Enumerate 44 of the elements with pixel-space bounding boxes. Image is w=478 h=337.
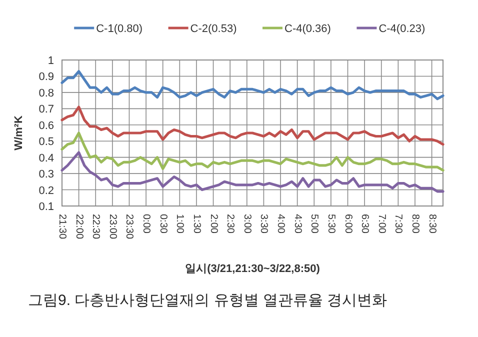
y-tick-label: 0.2 — [38, 184, 54, 197]
x-tick-label: 5:00 — [308, 214, 320, 234]
x-tick-label: 2:30 — [224, 214, 236, 234]
x-tick-label: 8:00 — [409, 214, 420, 234]
x-tick-label: 7:30 — [392, 214, 404, 234]
x-tick-label: 1:30 — [190, 214, 202, 234]
y-tick-label: 0.3 — [38, 168, 54, 181]
y-tick-label: 0.7 — [38, 104, 54, 116]
legend-label: C-4(0.23) — [378, 23, 426, 35]
x-tick-label: 7:00 — [376, 214, 387, 234]
x-tick-label: 23:30 — [124, 214, 135, 240]
x-tick-label: 4:30 — [292, 214, 303, 234]
y-tick-label: 1 — [48, 55, 54, 67]
x-tick-label: 21:30 — [56, 214, 68, 240]
line-series — [60, 70, 444, 100]
x-tick-label: 22:30 — [90, 214, 102, 240]
y-tick-label: 0.1 — [38, 201, 54, 213]
legend-label: C-2(0.53) — [190, 23, 237, 35]
x-tick-label: 22:00 — [73, 214, 84, 240]
legend-label: C-1(0.80) — [96, 23, 143, 35]
y-axis-title: W/m²K — [13, 116, 25, 150]
x-tick-label: 6:00 — [342, 214, 354, 234]
x-tick-label: 2:00 — [208, 214, 219, 234]
y-tick-label: 0.5 — [38, 136, 54, 148]
x-tick-label: 0:00 — [140, 214, 152, 234]
x-tick-label: 4:00 — [275, 214, 286, 234]
x-tick-label: 5:30 — [325, 214, 336, 234]
y-tick-label: 0.9 — [38, 71, 54, 84]
y-tick-label: 0.4 — [38, 152, 54, 164]
line-series — [60, 132, 444, 172]
y-tick-label: 0.8 — [38, 87, 54, 100]
legend-label: C-4(0.36) — [284, 23, 331, 35]
x-tick-label: 3:00 — [241, 214, 252, 234]
y-tick-label: 0.6 — [38, 120, 54, 132]
line-series — [60, 106, 444, 146]
line-series — [60, 151, 444, 193]
x-tick-label: 3:30 — [258, 214, 270, 234]
caption: 그림9. 다층반사형단열재의 유형별 열관류율 경시변화 — [28, 292, 388, 309]
x-axis-title: 일시(3/21,21:30~3/22,8:50) — [185, 263, 320, 275]
x-tick-label: 1:00 — [174, 214, 186, 234]
x-tick-label: 6:30 — [359, 214, 370, 234]
x-tick-label: 8:30 — [426, 214, 438, 234]
x-tick-label: 0:30 — [157, 214, 168, 234]
x-tick-label: 23:00 — [106, 214, 118, 240]
